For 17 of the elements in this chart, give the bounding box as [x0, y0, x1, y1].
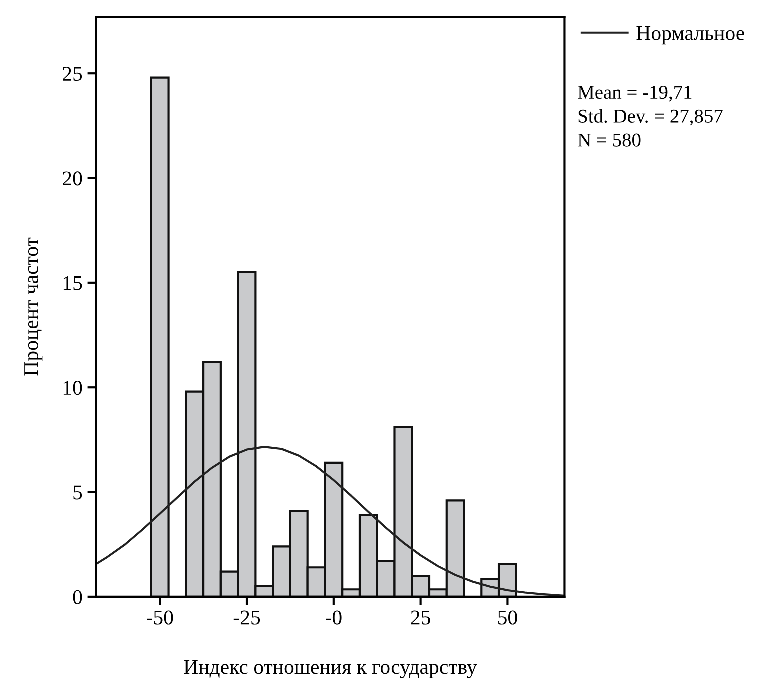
x-tick-label: -25	[234, 610, 260, 625]
y-tick-label: 5	[74, 486, 82, 500]
x-tick-label: 25	[411, 610, 430, 625]
text: N = 580	[578, 134, 641, 147]
x-tick-label: 50	[498, 610, 518, 625]
y-tick-label: 25	[63, 67, 82, 82]
y-tick-label: 20	[63, 172, 82, 186]
y-tick-label: 10	[64, 380, 82, 396]
text: Mean = -19,71	[578, 86, 692, 102]
x-axis-title: Индекс отношения к государству	[184, 660, 478, 678]
legend-label: Нормальное	[636, 26, 744, 45]
text: Std. Dev. = 27,857	[578, 109, 723, 126]
y-axis-title: Процент частот	[24, 238, 43, 376]
y-tick-label: 15	[64, 276, 82, 290]
x-tick-label: -50	[146, 610, 174, 625]
x-tick-label: -0	[326, 610, 342, 625]
y-tick-label: 0	[73, 590, 82, 604]
